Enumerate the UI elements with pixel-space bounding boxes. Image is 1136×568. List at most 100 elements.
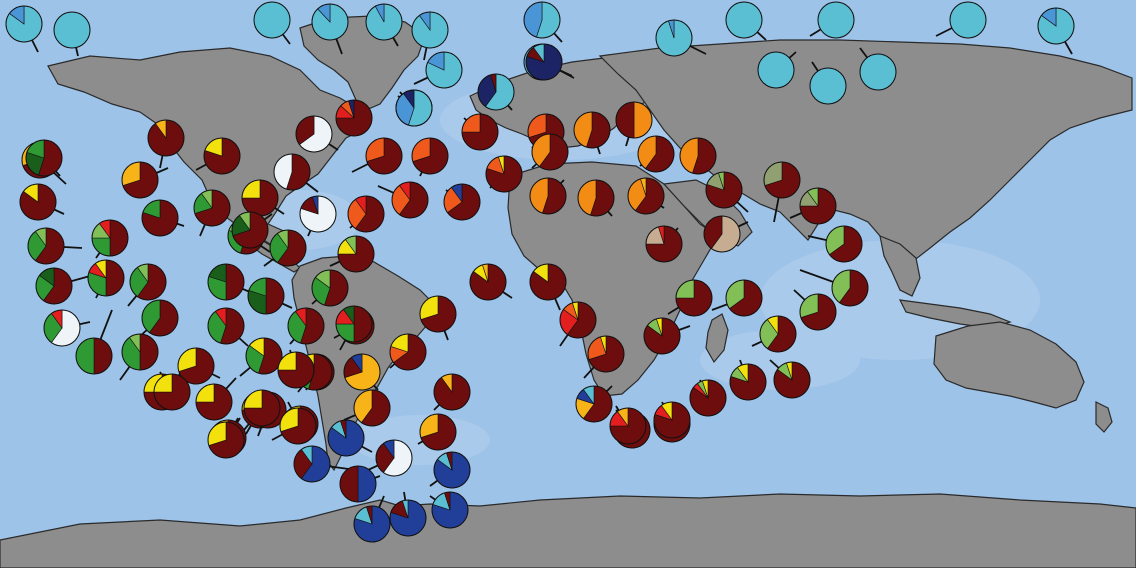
pie-natl-3 [335, 99, 373, 137]
pie-arc-7 [425, 51, 463, 89]
pie-pac-9 [27, 227, 65, 265]
pie-outline [799, 293, 837, 331]
pie-io-9 [799, 293, 837, 331]
pie-pac-10 [91, 219, 129, 257]
pie-outline [335, 305, 373, 343]
pie-outline [525, 43, 563, 81]
pie-outline [311, 3, 349, 41]
new-zealand [1095, 401, 1113, 433]
pie-med-2 [615, 101, 653, 139]
pie-io-5 [703, 215, 741, 253]
pie-outline [207, 421, 245, 459]
pie-io-4 [645, 225, 683, 263]
pie-natl-7 [461, 113, 499, 151]
pie-outline [129, 263, 167, 301]
pie-outline [247, 277, 285, 315]
pie-outline [949, 1, 987, 39]
pie-io-12 [643, 317, 681, 355]
pie-io-10 [759, 315, 797, 353]
pie-arc-14 [757, 51, 795, 89]
pie-arc-6 [411, 11, 449, 49]
pie-so-3 [375, 439, 413, 477]
pie-outline [411, 137, 449, 175]
pie-outline [395, 89, 433, 127]
pie-pac-27 [25, 139, 63, 177]
pie-outline [147, 119, 185, 157]
pie-pac-23 [43, 309, 81, 347]
pie-outline [245, 337, 283, 375]
pie-pac-17 [207, 263, 245, 301]
pie-outline [443, 183, 481, 221]
pie-outline [347, 195, 385, 233]
antarctica [0, 493, 1136, 568]
pie-io-8 [725, 279, 763, 317]
pie-med-4 [679, 137, 717, 175]
pie-pac-18 [247, 277, 285, 315]
pie-io-2 [763, 161, 801, 199]
pie-outline [365, 3, 403, 41]
pie-satl-8 [653, 401, 691, 439]
pie-natl-12 [273, 153, 311, 191]
pie-outline [327, 419, 365, 457]
pie-med-7 [577, 179, 615, 217]
pie-outline [655, 19, 693, 57]
pie-pac-15 [87, 259, 125, 297]
pie-outline [763, 161, 801, 199]
pie-pac-16 [129, 263, 167, 301]
pie-outline [75, 337, 113, 375]
pie-outline [705, 171, 743, 209]
asia [598, 39, 1133, 263]
pie-outline [573, 111, 611, 149]
pie-arc-4 [311, 3, 349, 41]
pie-pac-7 [241, 179, 279, 217]
pie-outline [577, 179, 615, 217]
pie-pac-1 [147, 119, 185, 157]
pie-arc-19 [1037, 7, 1075, 45]
pie-io-7 [831, 269, 869, 307]
pie-satl-3 [559, 301, 597, 339]
pie-outline [203, 137, 241, 175]
pie-med-8 [627, 177, 665, 215]
pie-pac-12 [269, 229, 307, 267]
pie-satl-6 [575, 385, 613, 423]
pie-arc-15 [817, 1, 855, 39]
pie-satl-4 [587, 335, 625, 373]
pie-outline [703, 215, 741, 253]
pie-natl-9 [391, 181, 429, 219]
pie-sam-5 [353, 389, 391, 427]
pie-so-5 [431, 491, 469, 529]
pie-outline [725, 279, 763, 317]
pie-outline [461, 113, 499, 151]
pie-outline [141, 299, 179, 337]
pie-outline [375, 439, 413, 477]
pie-outline [243, 389, 281, 427]
pie-outline [675, 279, 713, 317]
pie-natl-8 [485, 155, 523, 193]
pie-outline [195, 383, 233, 421]
pie-natl-6 [411, 137, 449, 175]
pie-outline [365, 137, 403, 175]
pie-outline [293, 445, 331, 483]
pie-pac-4 [121, 161, 159, 199]
pie-outline [5, 5, 43, 43]
pie-outline [207, 263, 245, 301]
pie-natl-5 [365, 137, 403, 175]
pie-outline [523, 1, 561, 39]
madagascar [705, 313, 729, 364]
pie-arc-2 [53, 11, 91, 49]
pie-outline [559, 301, 597, 339]
pie-outline [207, 307, 245, 345]
pie-outline [469, 263, 507, 301]
pie-outline [433, 451, 471, 489]
pie-pac-5 [19, 183, 57, 221]
pie-pac-13 [337, 235, 375, 273]
pie-pac-28 [245, 337, 283, 375]
pie-io-1 [705, 171, 743, 209]
pie-pac-42 [231, 211, 269, 249]
pie-arc-5 [365, 3, 403, 41]
pie-outline [627, 177, 665, 215]
pie-outline [353, 389, 391, 427]
pie-outline [231, 211, 269, 249]
pie-so-8 [339, 465, 377, 503]
pie-outline [253, 1, 291, 39]
